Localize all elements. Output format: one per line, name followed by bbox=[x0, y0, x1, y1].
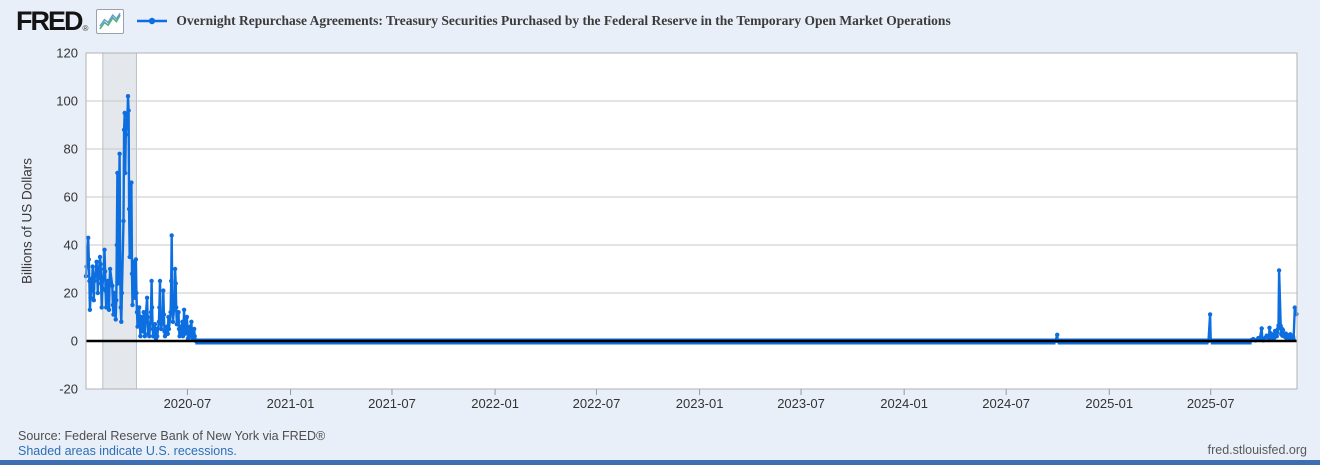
y-tick-label: -20 bbox=[59, 382, 78, 397]
x-tick-label: 2022-07 bbox=[573, 396, 621, 411]
series-legend-marker bbox=[136, 16, 168, 26]
x-tick-label: 2023-01 bbox=[676, 396, 724, 411]
plot-area[interactable] bbox=[86, 53, 1297, 389]
series-title[interactable]: Overnight Repurchase Agreements: Treasur… bbox=[176, 13, 951, 28]
fred-logo[interactable]: FRED ® bbox=[16, 6, 89, 36]
x-tick-label: 2025-01 bbox=[1085, 396, 1133, 411]
x-tick-label: 2024-01 bbox=[880, 396, 928, 411]
x-tick-label: 2023-07 bbox=[777, 396, 825, 411]
y-tick-label: 40 bbox=[64, 238, 78, 253]
y-tick-label: 100 bbox=[56, 94, 78, 109]
fred-site-link[interactable]: fred.stlouisfed.org bbox=[1207, 443, 1307, 457]
y-tick-label: 0 bbox=[71, 334, 78, 349]
sparkline-icon-graphic bbox=[99, 12, 122, 29]
chart-header: FRED ® Overnight Repurchase Agreements: … bbox=[16, 6, 951, 36]
y-tick-label: 80 bbox=[64, 142, 78, 157]
x-tick-label: 2025-07 bbox=[1187, 396, 1235, 411]
x-tick-label: 2021-01 bbox=[267, 396, 315, 411]
legend-line-dot-icon bbox=[137, 17, 168, 25]
x-tick-label: 2022-01 bbox=[471, 396, 519, 411]
y-axis-title: Billions of US Dollars bbox=[19, 157, 35, 285]
fred-logo-registered-mark: ® bbox=[82, 24, 89, 33]
bottom-accent-bar bbox=[0, 460, 1320, 465]
y-tick-label: 120 bbox=[56, 46, 78, 61]
fred-sparkline-icon bbox=[96, 8, 125, 34]
plot-border bbox=[85, 52, 1298, 390]
fred-logo-text: FRED bbox=[16, 6, 83, 36]
y-tick-label: 20 bbox=[64, 286, 78, 301]
recession-note-link[interactable]: Shaded areas indicate U.S. recessions. bbox=[18, 444, 237, 458]
x-tick-label: 2020-07 bbox=[164, 396, 212, 411]
x-tick-label: 2024-07 bbox=[982, 396, 1030, 411]
source-attribution: Source: Federal Reserve Bank of New York… bbox=[18, 429, 326, 443]
y-tick-label: 60 bbox=[64, 190, 78, 205]
x-tick-label: 2021-07 bbox=[368, 396, 416, 411]
